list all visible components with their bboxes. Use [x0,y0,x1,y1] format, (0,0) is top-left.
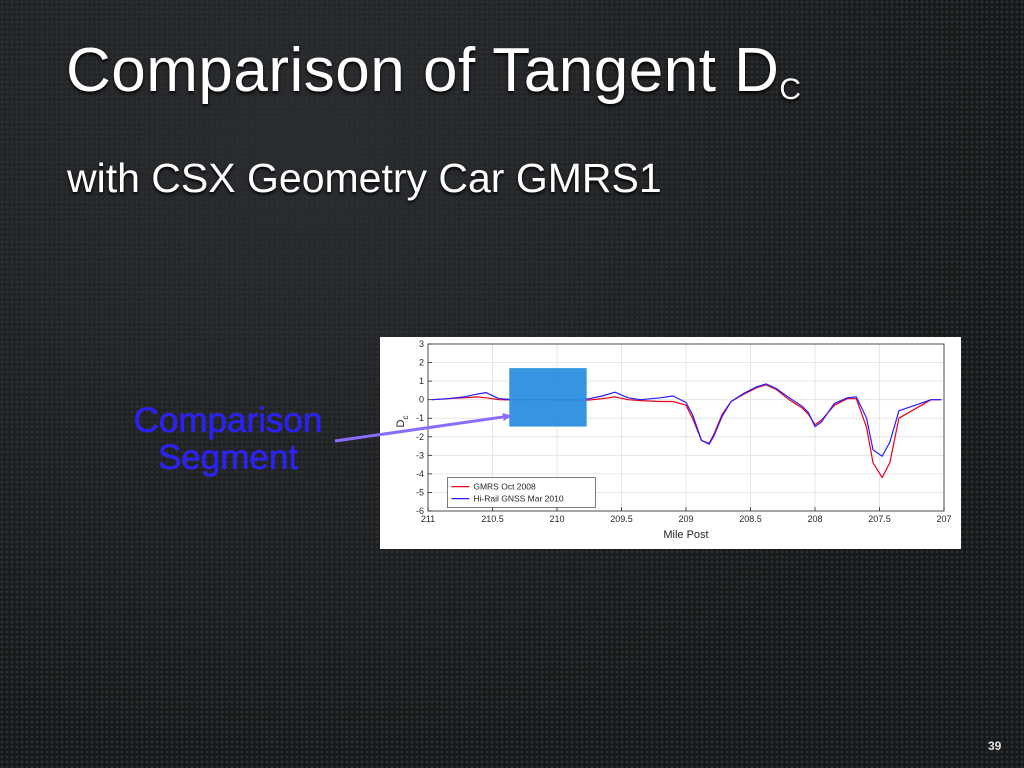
slide-title: Comparison of Tangent DC [66,40,802,105]
line-chart: 211 210.5 210 209.5 209 208.5 208 207.5 2073210-… [395,339,952,541]
page-number: 39 [988,739,1002,753]
x-tick-label: 209 [678,514,693,524]
y-tick-label: 1 [419,376,424,386]
y-tick-label: 0 [419,395,424,405]
y-tick-label: 3 [419,339,424,349]
x-tick-label: 210.5 [481,514,504,524]
x-tick-label: 207.5 [868,514,891,524]
slide-subtitle: with CSX Geometry Car GMRS1 [67,155,662,201]
legend-box [447,477,596,508]
y-axis-label: D [395,420,407,428]
y-tick-label: -5 [416,487,424,497]
series-line-hirail [431,383,942,457]
callout-line-2: Segment [157,437,299,477]
y-axis-label-subscript: c [401,416,410,420]
chart-panel: 211 210.5 210 209.5 209 208.5 208 207.5 207 3 2 1 0-… [380,337,961,549]
callout-line-1: Comparison [133,401,323,440]
x-tick-label: 209.5 [610,514,633,524]
slide-title-main: Comparison of Tangent D [66,36,780,105]
y-tick-label: -3 [416,450,424,460]
x-tick-label: 208.5 [739,514,762,524]
y-tick-label: -6 [416,506,424,516]
y-tick-label: -2 [416,432,424,442]
comparison-segment-callout: Comparison Segment [108,401,348,477]
slide-title-subscript: C [779,73,802,106]
comparison-segment-box [509,368,587,427]
y-tick-label: -1 [416,413,424,423]
x-tick-label: 208 [807,514,822,524]
legend-label: Hi-Rail GNSS Mar 2010 [473,494,563,504]
x-axis-label: Mile Post [663,529,708,541]
x-tick-label: 211 [421,514,435,524]
x-tick-label: 207 [936,514,951,524]
legend-label: GMRS Oct 2008 [473,482,536,492]
y-tick-label: -4 [416,469,424,479]
x-tick-label: 210 [549,514,564,524]
y-tick-label: 2 [419,358,424,368]
